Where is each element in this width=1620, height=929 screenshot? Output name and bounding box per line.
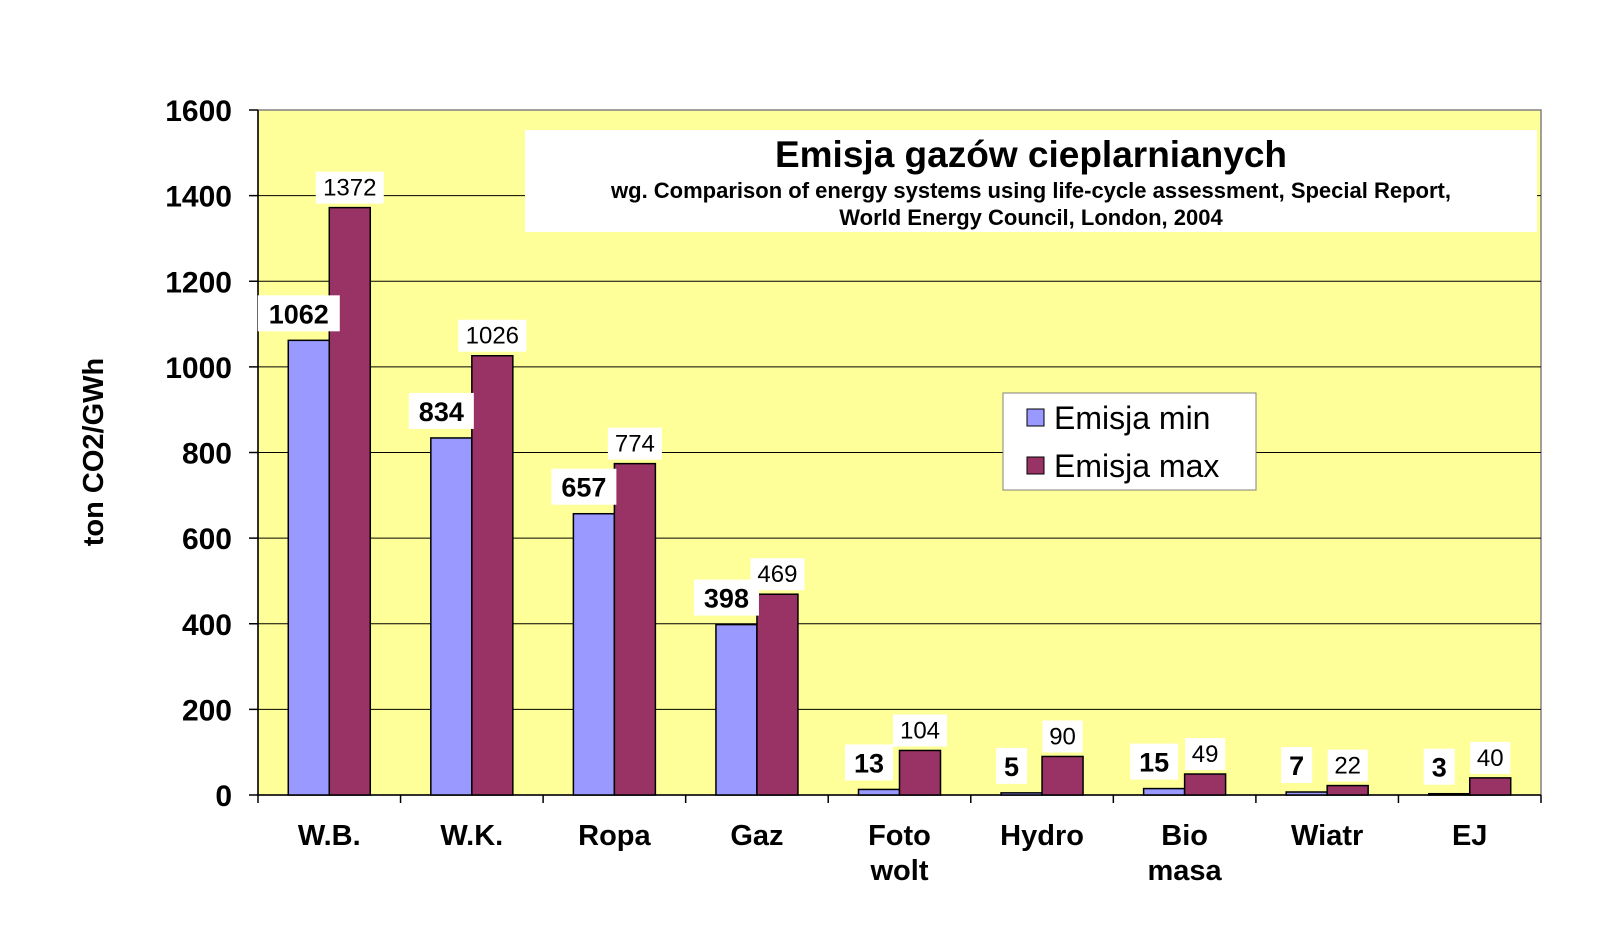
y-tick-label: 0 [215,780,232,813]
data-label-min: 5 [1004,752,1019,782]
data-label-bg [1130,743,1179,780]
y-tick-label: 600 [182,523,232,556]
data-label-max: 774 [615,431,655,458]
legend-swatch [1026,456,1045,475]
x-category-label: Bio [1161,820,1208,852]
bar-emisja-max [1468,777,1512,796]
data-label-bg [1470,741,1511,774]
data-label-max: 22 [1334,753,1361,780]
x-category-label: W.K. [440,820,503,852]
data-label-max: 1026 [466,323,519,350]
data-label-max: 104 [900,717,940,744]
legend-swatch [1026,408,1045,427]
x-category-label: Gaz [730,820,783,852]
data-label-bg [458,319,527,352]
x-category-label: Hydro [1000,820,1084,852]
data-label-min: 7 [1289,751,1304,781]
data-label-bg [257,295,340,332]
bar-emisja-max [1041,755,1084,796]
data-label-bg [408,392,474,429]
x-category-label: Foto [868,820,931,852]
bar-emisja-min [1142,787,1186,796]
bar-emisja-min [1000,792,1043,796]
data-label-max: 1372 [323,175,376,202]
legend-label: Emisja min [1054,400,1210,436]
data-label-bg [607,427,662,460]
bar-emisja-max [471,354,514,796]
bar-emisja-max [898,749,942,796]
data-label-min: 657 [561,473,606,503]
chart-subtitle-line2: World Energy Council, London, 2004 [839,205,1223,230]
title-box [525,130,1537,232]
bar-emisja-min [1427,792,1471,796]
data-label-bg [1042,720,1083,753]
bar-emisja-min [715,623,758,796]
data-label-max: 40 [1477,745,1504,772]
bar-emisja-min [287,339,331,796]
y-tick-label: 400 [182,609,232,642]
data-label-bg [315,171,384,204]
x-category-label: EJ [1452,820,1487,852]
data-label-min: 15 [1139,748,1169,778]
bar-emisja-max [613,462,657,796]
data-label-bg [1327,749,1368,782]
legend-label: Emisja max [1054,448,1219,484]
y-axis-label: ton CO2/GWh [78,358,110,546]
data-label-min: 13 [854,748,884,778]
data-label-bg [996,747,1028,784]
bar-emisja-max [1183,773,1227,796]
bar-emisja-min [857,788,901,796]
data-label-bg [845,744,893,781]
data-label-min: 398 [704,584,749,614]
y-tick-label: 1200 [165,266,232,299]
x-category-label: masa [1148,855,1223,887]
legend [1002,392,1257,491]
y-tick-label: 1400 [165,181,232,214]
chart-subtitle-line1: wg. Comparison of energy systems using l… [610,178,1451,203]
data-label-bg [750,558,805,591]
data-label-bg [1185,738,1226,771]
data-label-min: 3 [1432,753,1447,783]
data-label-bg [1281,747,1313,784]
y-tick-label: 1600 [165,95,232,128]
y-tick-label: 200 [182,694,232,727]
data-label-max: 49 [1192,741,1219,768]
x-category-label: Ropa [578,820,651,852]
bar-emisja-min [572,512,616,796]
data-label-bg [551,468,617,505]
x-category-label: Wiatr [1291,820,1363,852]
bar-emisja-min [1285,791,1328,796]
bar-emisja-max [1326,784,1369,796]
y-tick-label: 1000 [165,352,232,385]
data-label-min: 834 [419,397,464,427]
y-tick-label: 800 [182,438,232,471]
data-label-bg [1423,748,1455,785]
x-category-label: W.B. [298,820,361,852]
chart-title: Emisja gazów cieplarnianych [775,134,1287,175]
x-category-label: wolt [870,855,929,887]
bar-emisja-max [756,593,799,796]
data-label-max: 469 [757,561,797,588]
data-label-bg [893,714,947,747]
data-label-bg [693,579,759,616]
data-label-max: 90 [1049,723,1076,750]
bar-emisja-min [430,437,473,796]
data-label-min: 1062 [269,299,329,329]
